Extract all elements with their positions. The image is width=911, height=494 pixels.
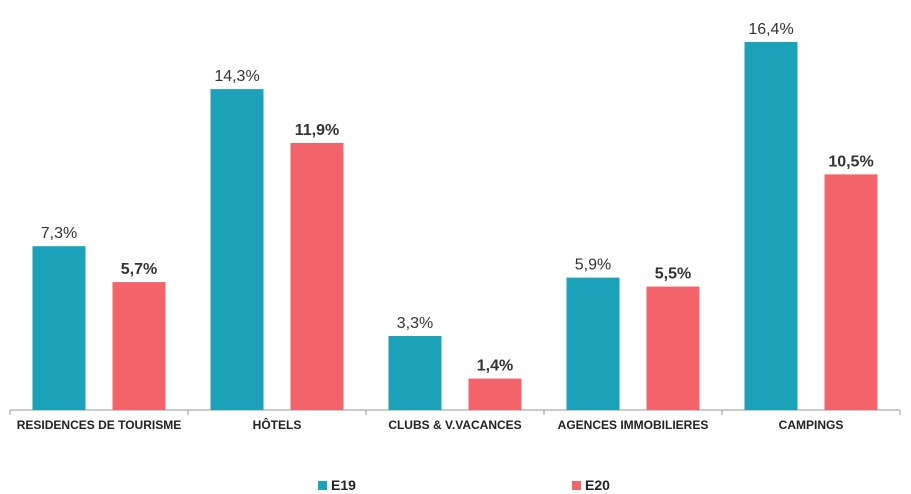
data-label: 3,3% [397, 315, 433, 332]
data-label: 11,9% [295, 122, 339, 139]
data-label: 14,3% [214, 68, 259, 85]
legend-label: E20 [585, 477, 610, 493]
bar [566, 277, 620, 410]
x-tick-label: RESIDENCES DE TOURISME [16, 418, 182, 432]
bar [290, 142, 344, 410]
data-label: 5,7% [121, 261, 157, 278]
bar [468, 378, 522, 410]
data-label: 16,4% [748, 21, 793, 38]
bar [646, 286, 700, 410]
data-label: 10,5% [828, 153, 873, 170]
bar [824, 174, 878, 410]
bar [210, 89, 264, 410]
data-label: 5,9% [575, 257, 611, 274]
legend-label: E19 [331, 477, 356, 493]
legend-swatch [318, 481, 327, 490]
data-label: 7,3% [41, 225, 77, 242]
bar [388, 335, 442, 410]
x-tick-label: HÔTELS [252, 418, 302, 432]
legend-swatch [572, 481, 581, 490]
bar [32, 246, 86, 410]
bar [112, 282, 166, 410]
x-tick-label: AGENCES IMMOBILIERES [557, 418, 709, 432]
x-tick-label: CLUBS & V.VACANCES [388, 418, 522, 432]
bar [744, 42, 798, 410]
data-label: 1,4% [477, 358, 513, 375]
data-label: 5,5% [655, 266, 691, 283]
x-tick-label: CAMPINGS [778, 418, 844, 432]
